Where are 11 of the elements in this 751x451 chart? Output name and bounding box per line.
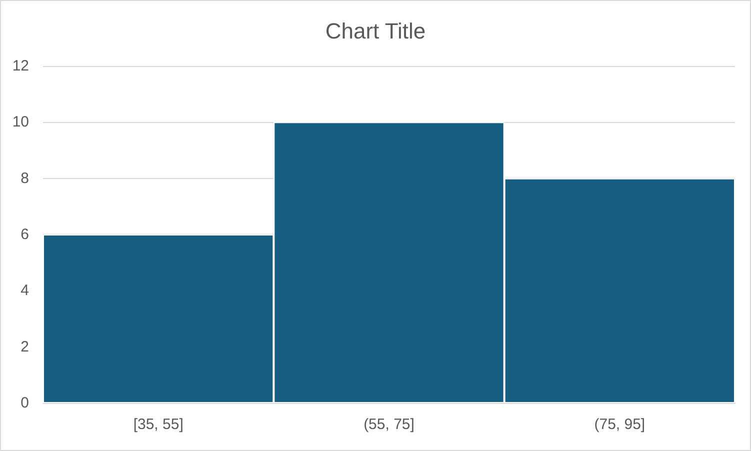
y-tick-label: 4 <box>20 282 29 300</box>
y-tick-label: 12 <box>12 58 29 74</box>
x-tick-label: [35, 55] <box>133 416 184 433</box>
y-tick-label: 8 <box>20 170 29 187</box>
x-tick-label: (55, 75] <box>364 416 414 433</box>
y-tick-label: 0 <box>20 394 29 412</box>
y-tick-label: 10 <box>12 114 29 131</box>
y-tick-label: 2 <box>20 338 29 356</box>
y-tick-label: 6 <box>20 226 29 243</box>
chart-title: Chart Title <box>325 18 426 44</box>
x-tick-label: (75, 95] <box>594 416 646 433</box>
